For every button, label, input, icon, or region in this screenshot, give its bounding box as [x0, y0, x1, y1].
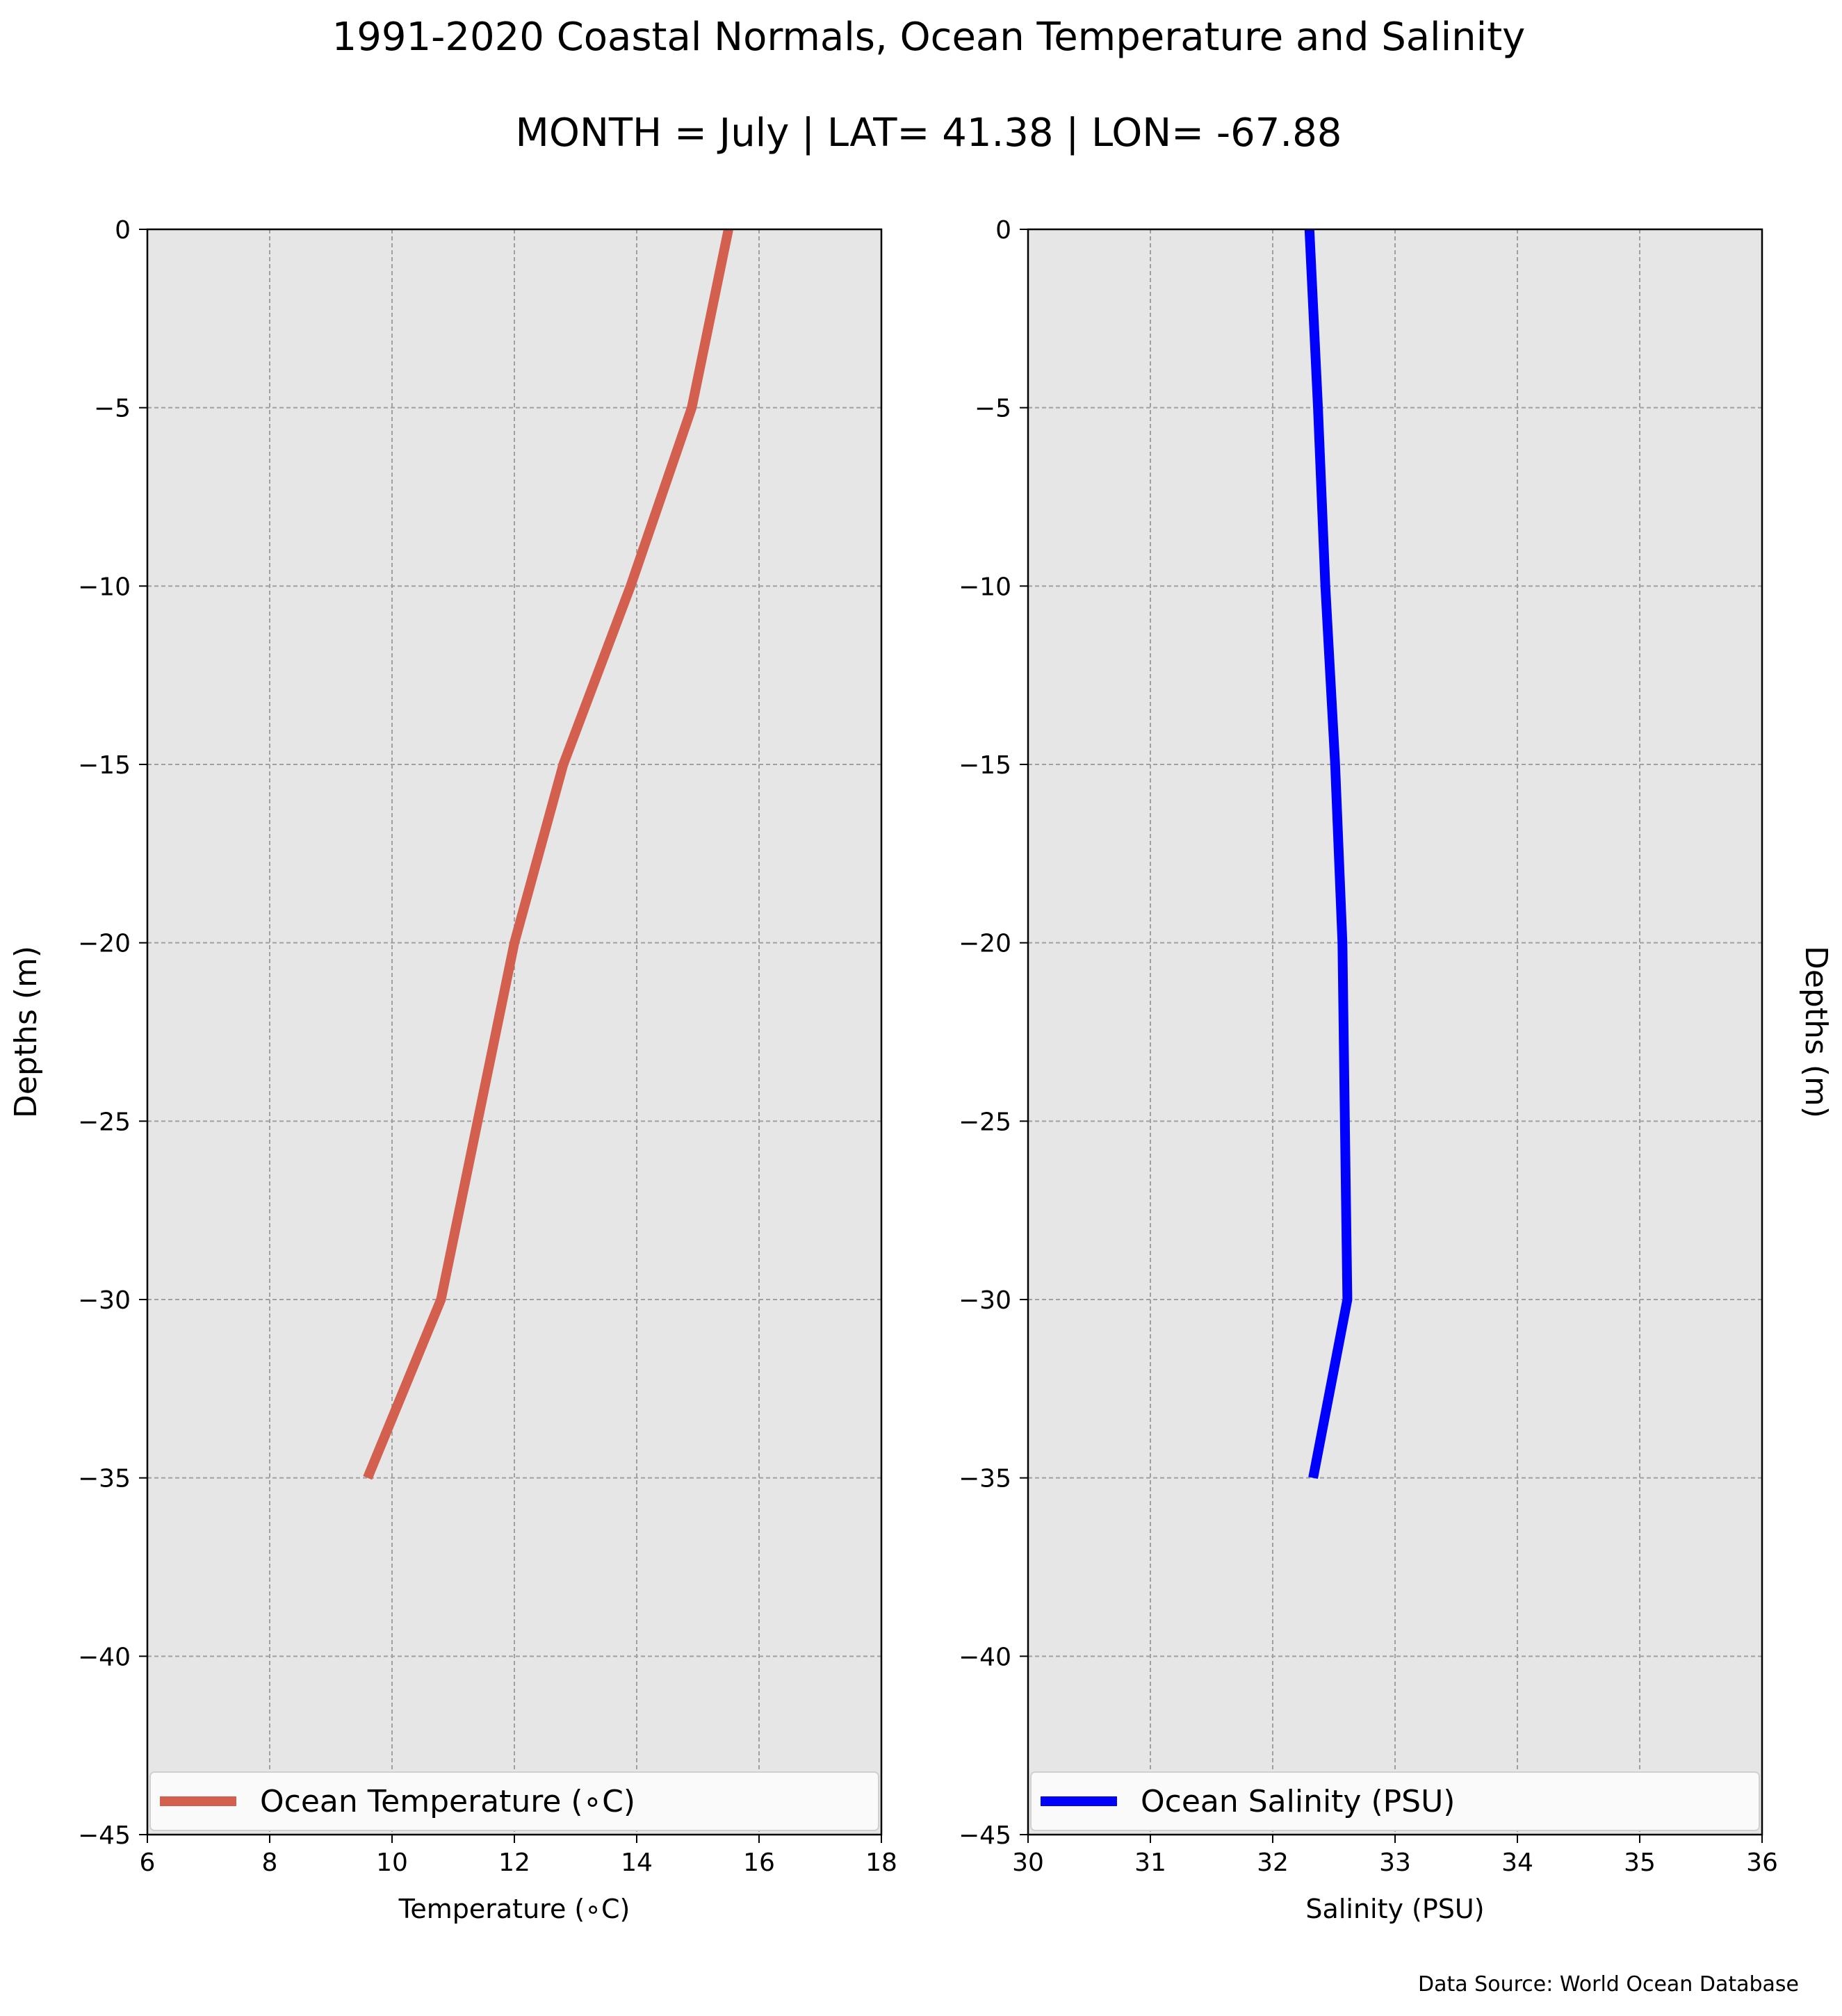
- x-tick-label: 35: [1624, 1849, 1656, 1877]
- y-tick-label: −30: [959, 1286, 1011, 1315]
- salinity-series-line: [1304, 229, 1353, 1480]
- legend-box: [149, 1771, 879, 1831]
- y-tick-label: −15: [78, 751, 131, 780]
- x-tick-label: 12: [498, 1849, 530, 1877]
- legend-box: [1030, 1771, 1760, 1831]
- x-tick-label: 6: [140, 1849, 156, 1877]
- y-tick-label: −35: [78, 1465, 131, 1493]
- y-tick-label: −15: [959, 751, 1011, 780]
- x-tick-label: 14: [621, 1849, 653, 1877]
- temperature-x-axis-label: Temperature (∘C): [398, 1894, 630, 1924]
- y-tick-label: −20: [959, 930, 1011, 958]
- x-tick-label: 32: [1257, 1849, 1289, 1877]
- salinity-x-axis-label: Salinity (PSU): [1305, 1894, 1484, 1924]
- y-tick-label: −5: [975, 395, 1011, 423]
- x-tick-label: 18: [865, 1849, 897, 1877]
- x-tick-label: 8: [262, 1849, 278, 1877]
- salinity-legend: Ocean Salinity (PSU): [1030, 1771, 1760, 1831]
- x-tick-label: 10: [376, 1849, 408, 1877]
- y-tick-label: −20: [78, 930, 131, 958]
- temperature-series-line: [363, 228, 733, 1480]
- y-tick-label: −35: [959, 1465, 1011, 1493]
- salinity-panel: 30 31 32 33 34 35 36 0 −5 −10 −15 −20 −25 −30 −35 −40 −4…: [959, 216, 1834, 1924]
- y-tick-label: −25: [78, 1108, 131, 1136]
- y-tick-label: −10: [78, 573, 131, 601]
- y-tick-label: −10: [959, 573, 1011, 601]
- temperature-y-axis-label: Depths (m): [8, 946, 44, 1118]
- temperature-legend: Ocean Temperature (∘C): [149, 1771, 879, 1831]
- y-tick-label: −40: [78, 1643, 131, 1671]
- y-tick-label: −40: [959, 1643, 1011, 1671]
- y-tick-label: 0: [995, 216, 1011, 245]
- y-tick-label: 0: [115, 216, 131, 245]
- legend-label: Ocean Salinity (PSU): [1141, 1784, 1455, 1819]
- salinity-y-axis-label: Depths (m): [1798, 946, 1834, 1118]
- x-tick-label: 30: [1012, 1849, 1044, 1877]
- y-tick-label: −45: [78, 1821, 131, 1850]
- y-tick-label: −30: [78, 1286, 131, 1315]
- y-tick-label: −45: [959, 1821, 1011, 1850]
- x-tick-label: 34: [1501, 1849, 1533, 1877]
- legend-label: Ocean Temperature (∘C): [260, 1784, 635, 1819]
- data-source-note: Data Source: World Ocean Database: [1418, 1972, 1799, 1997]
- y-tick-label: −25: [959, 1108, 1011, 1136]
- x-tick-label: 16: [743, 1849, 775, 1877]
- chart-subtitle: MONTH = July | LAT= 41.38 | LON= -67.88: [516, 110, 1342, 156]
- x-tick-label: 33: [1379, 1849, 1411, 1877]
- y-tick-label: −5: [94, 395, 131, 423]
- temperature-panel: 6 8 10 12 14 16 18 0 −5 −10 −15 −20 −25 −30 −35 −40 −45 T…: [8, 216, 897, 1924]
- chart-title: 1991-2020 Coastal Normals, Ocean Tempera…: [332, 15, 1526, 60]
- x-tick-label: 36: [1746, 1849, 1778, 1877]
- x-tick-label: 31: [1134, 1849, 1166, 1877]
